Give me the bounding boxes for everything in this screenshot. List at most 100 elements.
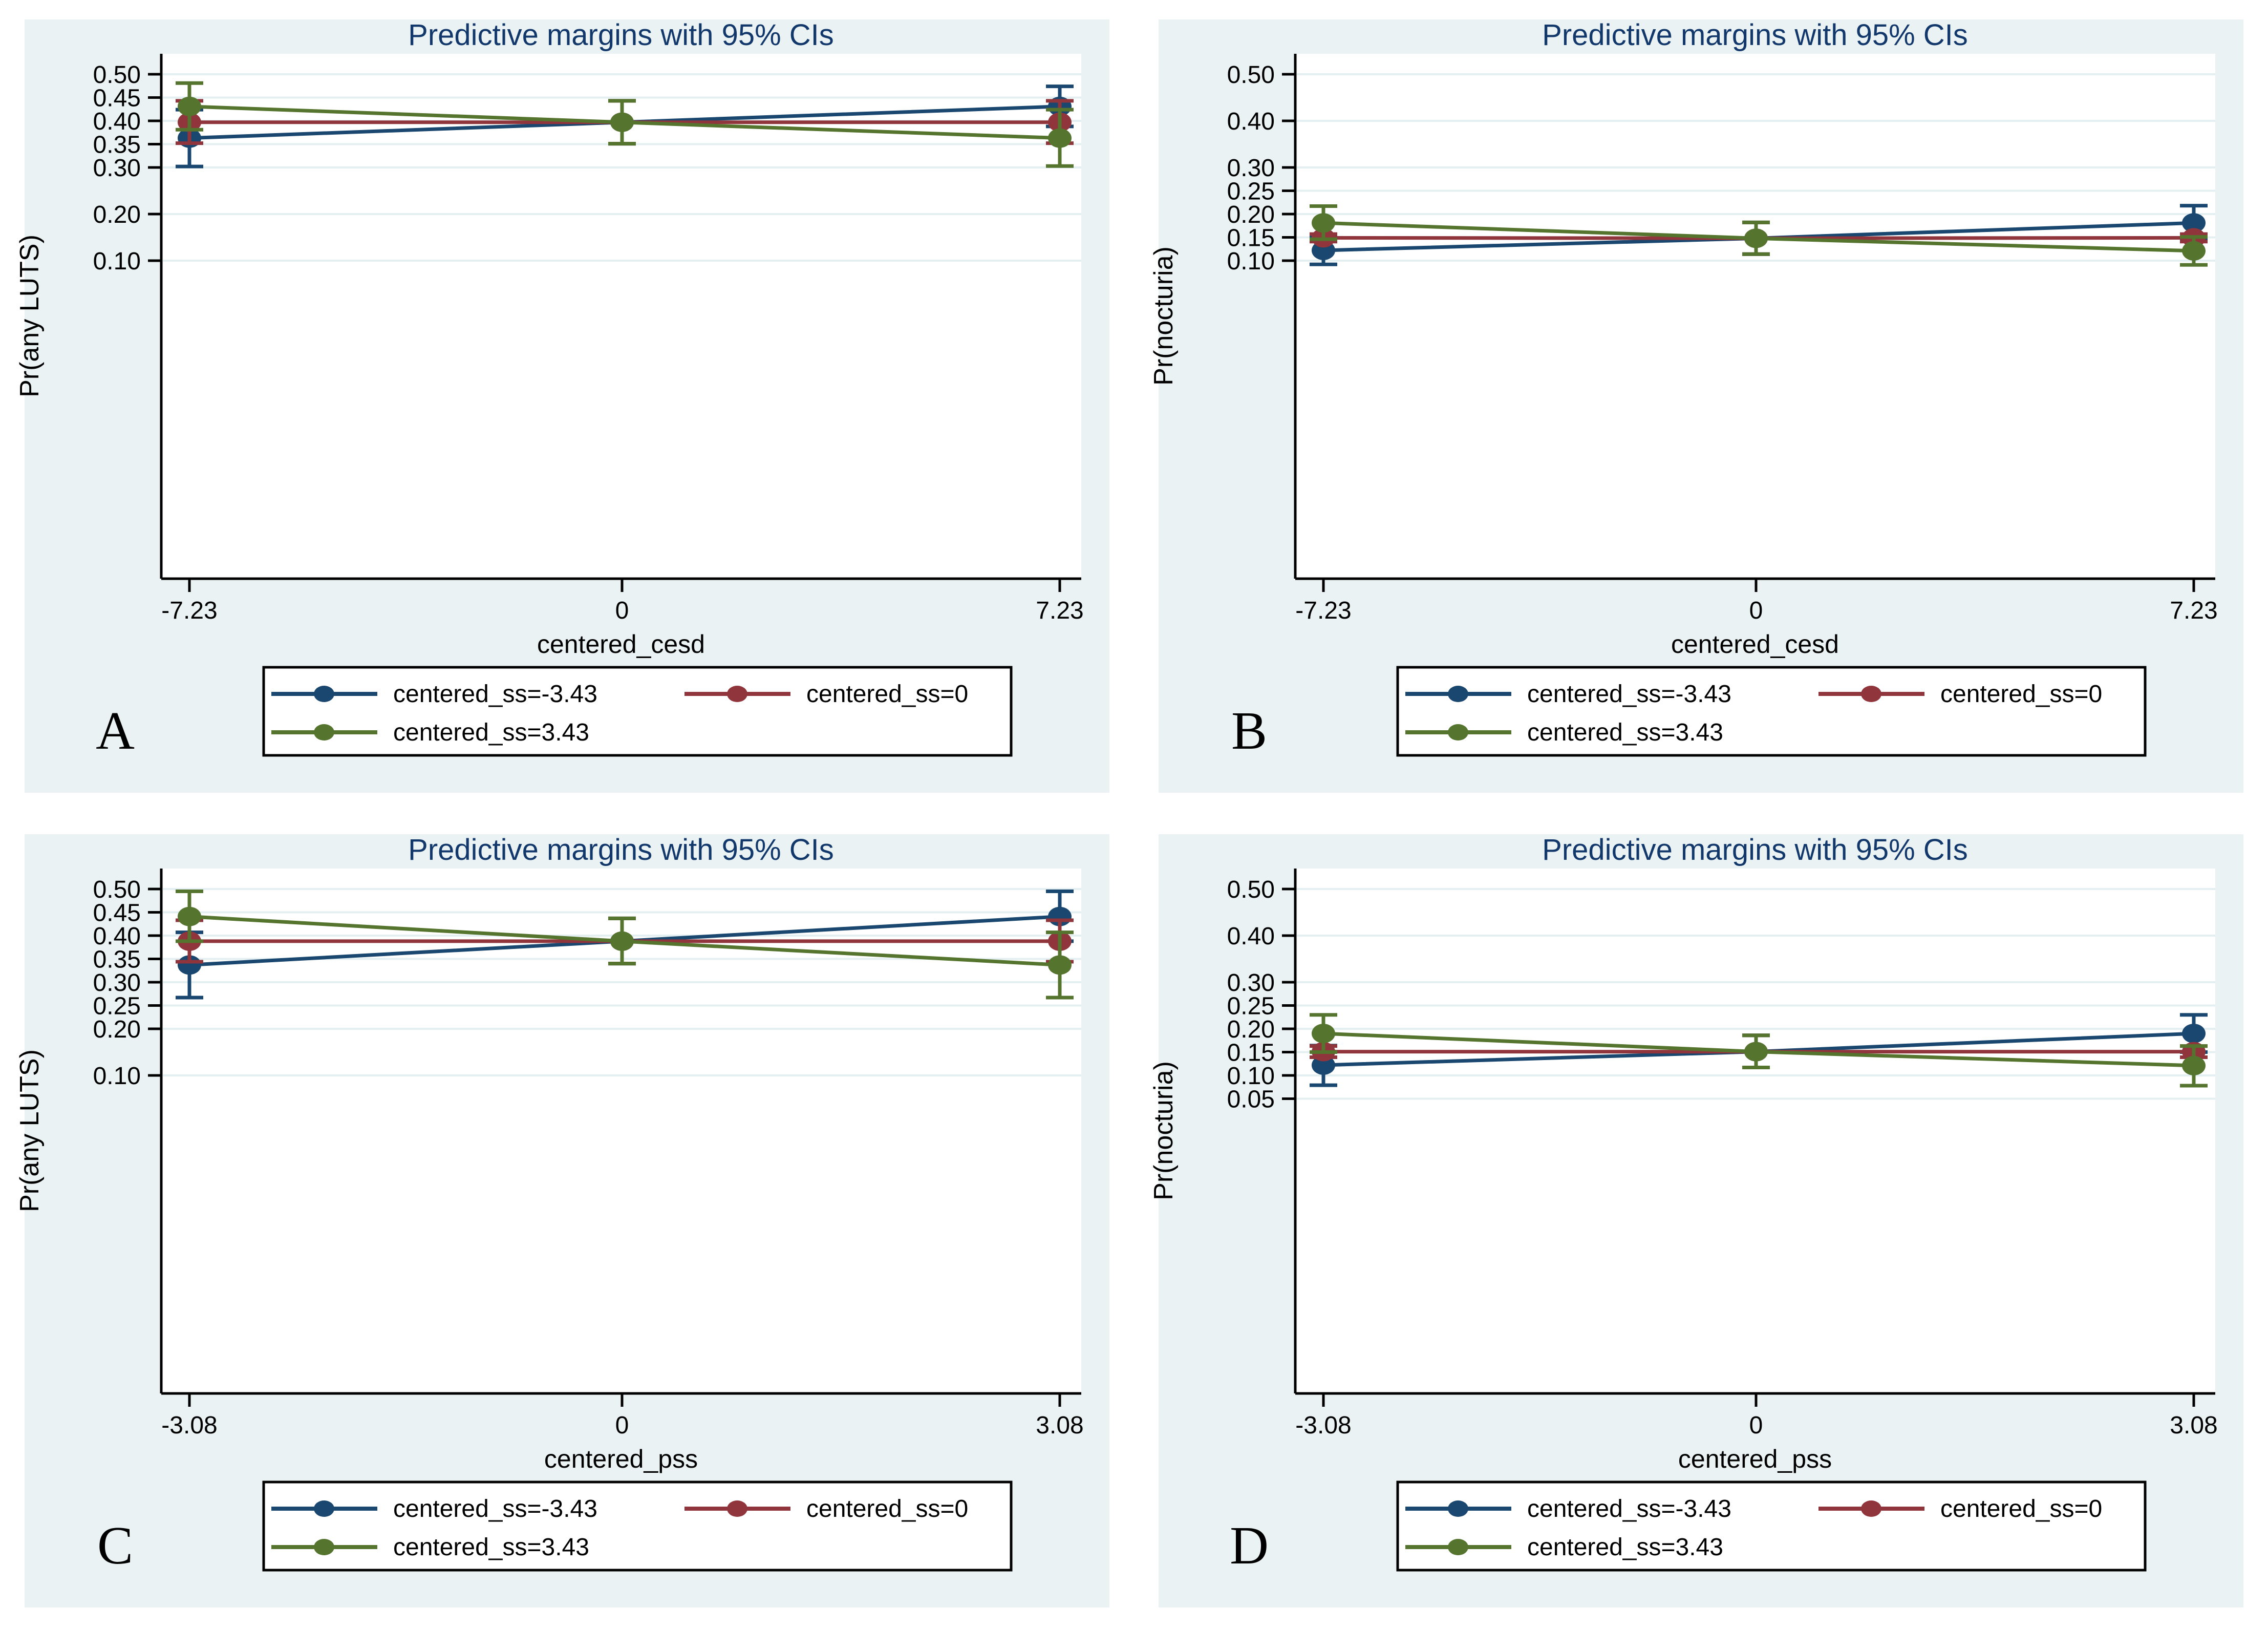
legend: centered_ss=-3.43 centered_ss=0 centered… <box>1396 666 2147 757</box>
legend-box <box>1396 666 2147 757</box>
legend-item-series-0: centered_ss=-3.43 <box>1405 1495 1731 1522</box>
y-tick-label: 0.25 <box>1227 178 1275 205</box>
x-tick-label: -3.08 <box>1295 1412 1351 1439</box>
axes: 0.10 0.20 0.300.350.400.450.50 -7.23 0 7.23 <box>93 54 1084 624</box>
y-tick-label: 0.20 <box>1227 201 1275 228</box>
y-tick-label: 0.25 <box>1227 993 1275 1020</box>
x-tick-label: 0 <box>615 1412 629 1439</box>
chart-title: Predictive margins with 95% CIs <box>408 833 834 866</box>
series-centered_ss=3.43 <box>1310 204 2208 267</box>
y-axis-title: Pr(nocturia) <box>1149 246 1179 386</box>
y-axis-title: Pr(any LUTS) <box>15 1049 45 1212</box>
legend-item-series-2: centered_ss=3.43 <box>1405 1534 1723 1561</box>
legend-label: centered_ss=0 <box>1940 681 2102 708</box>
y-tick-label: 0.40 <box>93 108 141 135</box>
y-tick-label: 0.20 <box>1227 1016 1275 1043</box>
chart-title: Predictive margins with 95% CIs <box>1542 833 1968 866</box>
x-tick-label: 3.08 <box>1036 1412 1083 1439</box>
x-tick-label: 0 <box>615 597 629 624</box>
y-tick-label: 0.45 <box>93 85 141 112</box>
legend-item-series-1: centered_ss=0 <box>684 681 968 708</box>
series-centered_ss=3.43 <box>1310 1013 2208 1088</box>
y-tick-label: 0.15 <box>1227 1040 1275 1067</box>
legend-sample-marker <box>314 1539 334 1555</box>
panel-letter: C <box>97 1515 133 1575</box>
legend-item-series-0: centered_ss=-3.43 <box>1405 681 1731 708</box>
legend-label: centered_ss=0 <box>806 681 968 708</box>
chart-title: Predictive margins with 95% CIs <box>408 18 834 52</box>
y-tick-label: 0.30 <box>1227 155 1275 182</box>
legend: centered_ss=-3.43 centered_ss=0 centered… <box>262 1480 1013 1572</box>
series-layer <box>1310 204 2208 267</box>
plot-area <box>1295 869 2215 1393</box>
y-tick-label: 0.50 <box>1227 61 1275 89</box>
y-tick-label: 0.50 <box>1227 876 1275 903</box>
y-tick-label: 0.10 <box>1227 1063 1275 1090</box>
panel-letter: A <box>96 701 135 760</box>
legend-label: centered_ss=3.43 <box>1527 719 1723 746</box>
panel-a-chart: 0.10 0.20 0.300.350.400.450.50 -7.23 0 7.23 P… <box>15 18 1109 793</box>
x-tick-label: -3.08 <box>161 1412 217 1439</box>
series-layer <box>176 81 1074 168</box>
y-tick-label: 0.05 <box>1227 1086 1275 1113</box>
y-tick-label: 0.15 <box>1227 225 1275 252</box>
legend-item-series-1: centered_ss=0 <box>684 1495 968 1522</box>
legend-item-series-1: centered_ss=0 <box>1818 1495 2102 1522</box>
legend-label: centered_ss=3.43 <box>1527 1534 1723 1561</box>
legend-sample-marker <box>727 686 747 702</box>
panel-b-chart: 0.100.150.200.250.30 0.40 0.50 -7.23 0 7.23 P… <box>1149 18 2243 793</box>
series-centered_ss=3.43 <box>176 890 1074 1000</box>
y-tick-label: 0.40 <box>1227 923 1275 950</box>
y-tick-label: 0.30 <box>93 155 141 182</box>
legend-label: centered_ss=3.43 <box>393 719 589 746</box>
legend: centered_ss=-3.43 centered_ss=0 centered… <box>1396 1480 2147 1572</box>
chart-title: Predictive margins with 95% CIs <box>1542 18 1968 52</box>
series-centered_ss=3.43 <box>176 81 1074 168</box>
x-tick-label: 0 <box>1749 597 1763 624</box>
axes: 0.10 0.200.250.300.350.400.450.50 -3.08 0 3.… <box>93 869 1084 1439</box>
y-tick-label: 0.50 <box>93 61 141 89</box>
panel-c-chart: 0.10 0.200.250.300.350.400.450.50 -3.08 0 3.… <box>15 833 1109 1607</box>
legend-sample-marker <box>1448 686 1468 702</box>
panel-b: 0.10 0.15 0.20 0.25 0.30 0.40 0.50 -7.23 0 7.23 P… <box>1134 0 2268 814</box>
legend-item-series-1: centered_ss=0 <box>1818 681 2102 708</box>
panel-letter: B <box>1231 701 1267 760</box>
legend-label: centered_ss=-3.43 <box>393 681 597 708</box>
y-tick-label: 0.35 <box>93 132 141 159</box>
y-tick-label: 0.10 <box>93 1063 141 1090</box>
panel-c: 0.10 0.20 0.25 0.30 0.35 0.40 0.45 0.50 -3.08 0 3.… <box>0 815 1134 1629</box>
plot-area <box>1295 54 2215 579</box>
legend-sample-marker <box>1448 1539 1468 1555</box>
axes: 0.050.100.150.200.250.30 0.40 0.50 -3.08 0 3.… <box>1227 869 2218 1439</box>
panel-d: 0.05 0.10 0.15 0.20 0.25 0.30 0.40 0.50 -3.08 0 3.… <box>1134 815 2268 1629</box>
legend-sample-marker <box>314 686 334 702</box>
y-axis-title: Pr(nocturia) <box>1149 1061 1179 1200</box>
y-tick-label: 0.45 <box>93 900 141 927</box>
panel-d-chart: 0.050.100.150.200.250.30 0.40 0.50 -3.08 0 3.… <box>1149 833 2243 1607</box>
y-tick-label: 0.35 <box>93 946 141 974</box>
y-tick-label: 0.25 <box>93 993 141 1020</box>
x-tick-label: 3.08 <box>2170 1412 2217 1439</box>
legend-item-series-2: centered_ss=3.43 <box>271 719 589 746</box>
y-tick-label: 0.30 <box>93 969 141 997</box>
x-axis-title: centered_cesd <box>537 630 705 659</box>
x-tick-label: -7.23 <box>161 597 217 624</box>
legend-sample-marker <box>1448 1500 1468 1517</box>
y-axis-title: Pr(any LUTS) <box>15 235 45 397</box>
y-tick-label: 0.10 <box>93 248 141 275</box>
axes: 0.100.150.200.250.30 0.40 0.50 -7.23 0 7.23 <box>1227 54 2218 624</box>
x-tick-label: 7.23 <box>2170 597 2217 624</box>
y-tick-label: 0.20 <box>93 201 141 228</box>
panel-a: 0.10 0.20 0.30 0.35 0.40 0.45 0.50 -7.23 0 7.23 P… <box>0 0 1134 814</box>
series-layer <box>176 890 1074 1000</box>
legend-box <box>262 1480 1013 1572</box>
y-tick-label: 0.30 <box>1227 969 1275 997</box>
x-axis-title: centered_pss <box>1678 1445 1832 1473</box>
y-tick-label: 0.40 <box>93 923 141 950</box>
panel-letter: D <box>1230 1515 1269 1575</box>
legend-label: centered_ss=3.43 <box>393 1534 589 1561</box>
legend-label: centered_ss=-3.43 <box>1527 1495 1731 1522</box>
y-tick-label: 0.40 <box>1227 108 1275 135</box>
legend-item-series-2: centered_ss=3.43 <box>271 1534 589 1561</box>
legend-sample-marker <box>314 724 334 741</box>
